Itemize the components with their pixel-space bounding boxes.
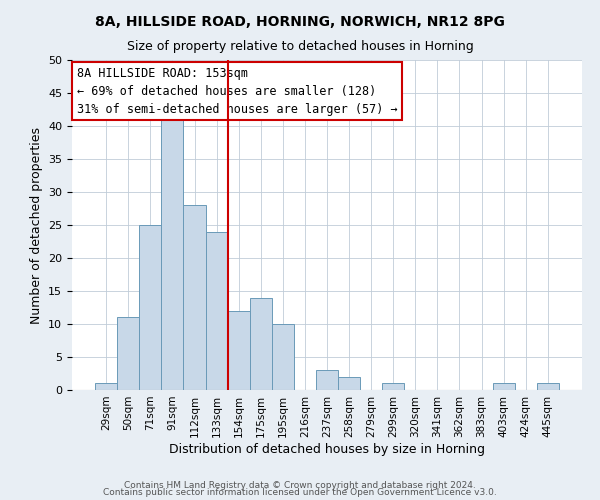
Bar — [316, 370, 338, 390]
Bar — [493, 384, 515, 390]
Text: 8A HILLSIDE ROAD: 153sqm
← 69% of detached houses are smaller (128)
31% of semi-: 8A HILLSIDE ROAD: 153sqm ← 69% of detach… — [77, 66, 398, 116]
Bar — [338, 377, 360, 390]
Text: Contains HM Land Registry data © Crown copyright and database right 2024.: Contains HM Land Registry data © Crown c… — [124, 480, 476, 490]
Bar — [537, 384, 559, 390]
X-axis label: Distribution of detached houses by size in Horning: Distribution of detached houses by size … — [169, 442, 485, 456]
Y-axis label: Number of detached properties: Number of detached properties — [29, 126, 43, 324]
Bar — [206, 232, 227, 390]
Bar — [250, 298, 272, 390]
Bar — [382, 384, 404, 390]
Bar — [272, 324, 294, 390]
Bar — [117, 318, 139, 390]
Text: Size of property relative to detached houses in Horning: Size of property relative to detached ho… — [127, 40, 473, 53]
Bar — [161, 120, 184, 390]
Bar — [184, 205, 206, 390]
Text: 8A, HILLSIDE ROAD, HORNING, NORWICH, NR12 8PG: 8A, HILLSIDE ROAD, HORNING, NORWICH, NR1… — [95, 15, 505, 29]
Text: Contains public sector information licensed under the Open Government Licence v3: Contains public sector information licen… — [103, 488, 497, 497]
Bar — [95, 384, 117, 390]
Bar — [227, 311, 250, 390]
Bar — [139, 225, 161, 390]
